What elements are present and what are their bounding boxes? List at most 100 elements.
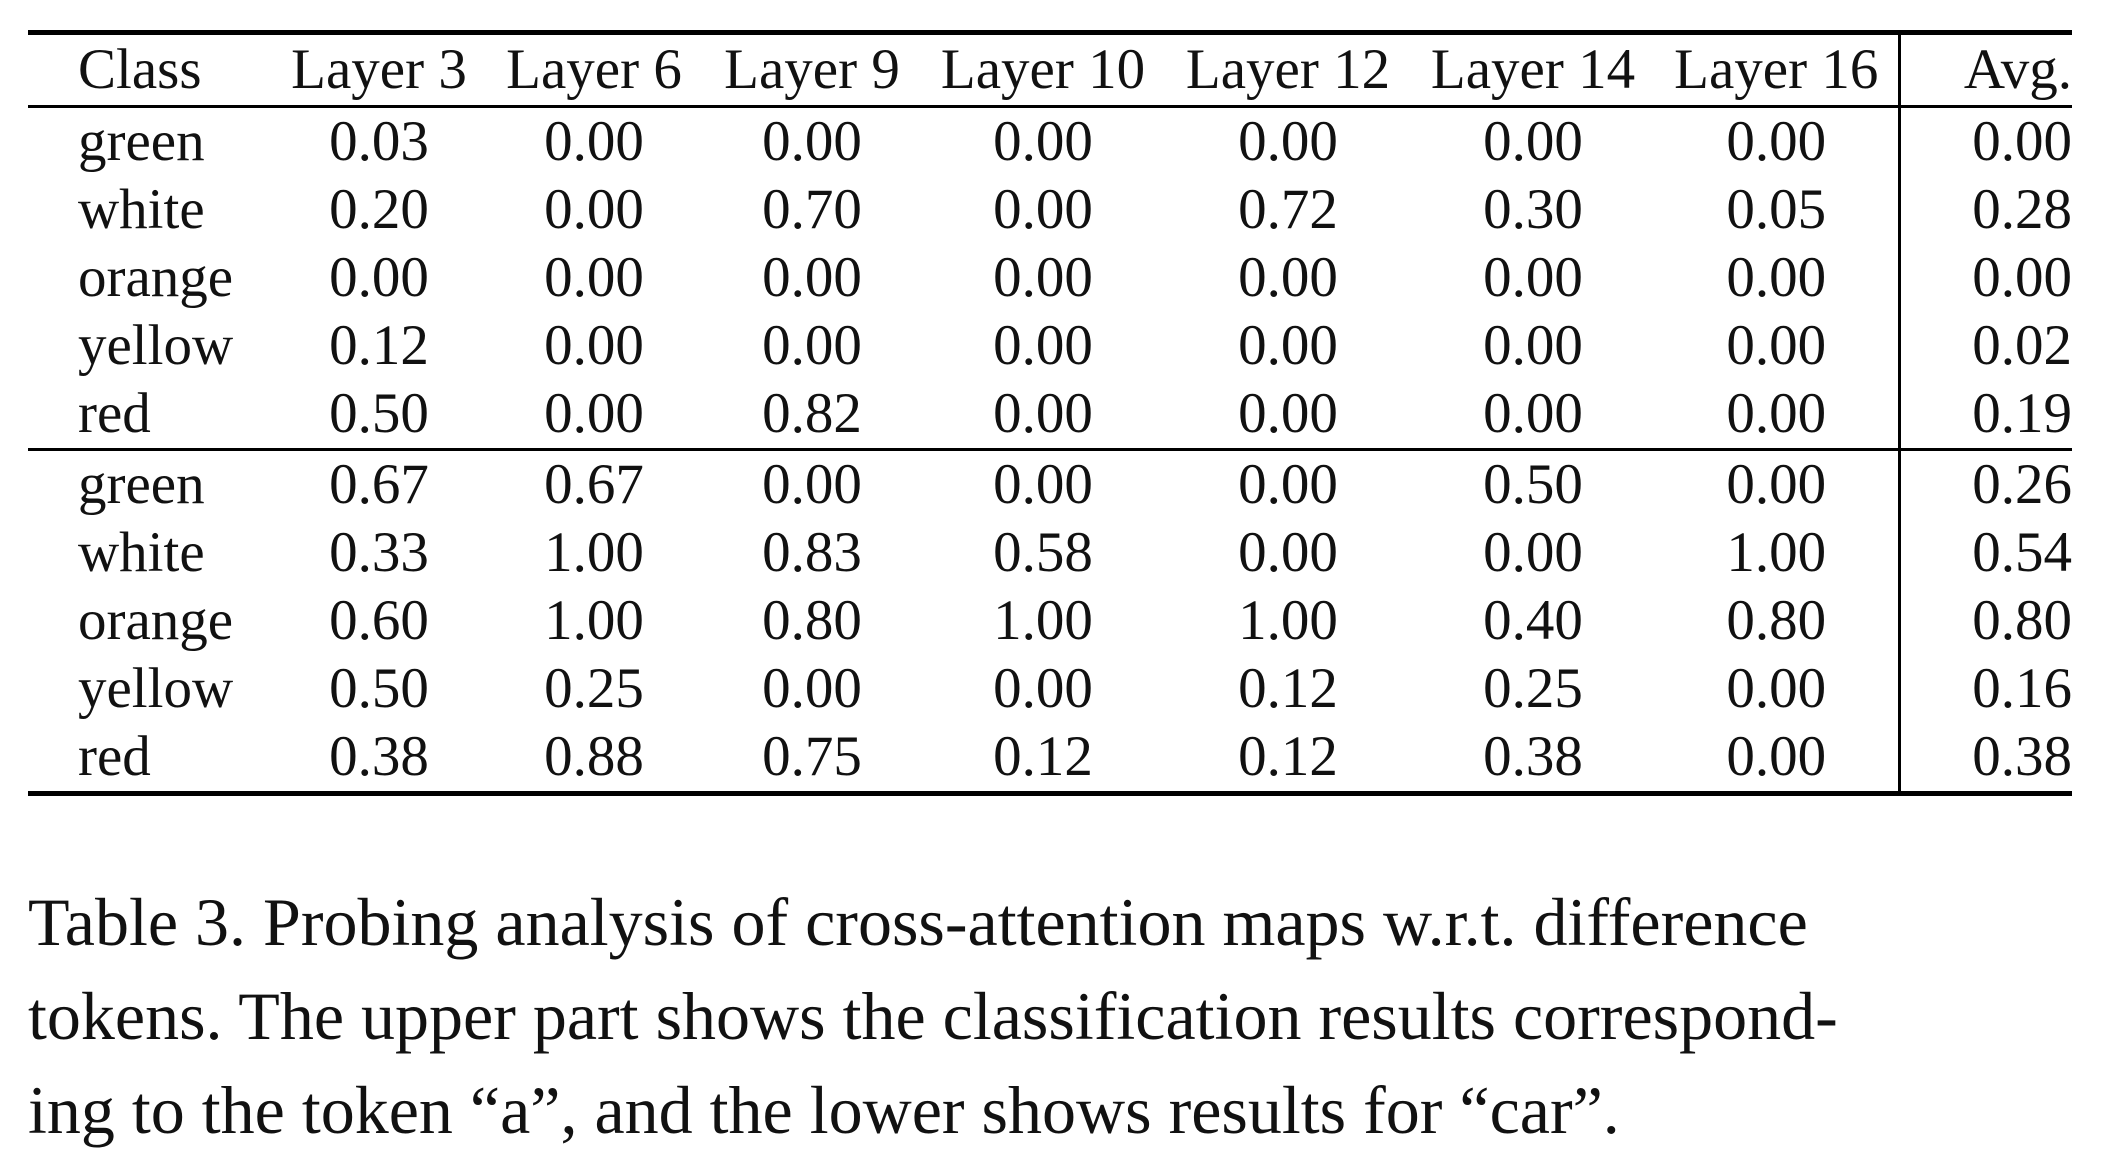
value-cell: 0.00 — [1655, 723, 1899, 796]
table-row: red 0.38 0.88 0.75 0.12 0.12 0.38 0.00 0.38 — [28, 723, 2072, 796]
value-cell: 0.25 — [544, 657, 644, 720]
value-cell: 0.75 — [703, 723, 921, 796]
header-layer-10: Layer 10 — [921, 30, 1165, 108]
avg-cell: 0.02 — [1897, 312, 2072, 380]
value-cell: 0.03 — [329, 110, 429, 173]
table-row: yellow 0.12 0.00 0.00 0.00 0.00 0.00 0.00 0.02 — [28, 312, 2072, 380]
value-cell: 0.12 — [1165, 723, 1411, 796]
avg-cell: 0.00 — [1897, 106, 2072, 176]
value-cell: 0.00 — [1483, 110, 1583, 173]
value-cell: 0.60 — [329, 589, 429, 652]
class-label-cell: orange — [78, 589, 234, 652]
value-cell: 1.00 — [1726, 521, 1827, 584]
value-cell: 0.00 — [544, 314, 644, 377]
value-cell: 0.00 — [762, 110, 862, 173]
value-cell: 0.00 — [1726, 110, 1827, 173]
value-cell: 0.00 — [993, 110, 1093, 173]
value-cell: 0.00 — [762, 657, 862, 720]
value-cell: 0.00 — [921, 448, 1165, 519]
value-cell: 0.25 — [1483, 657, 1583, 720]
avg-cell: 0.80 — [1897, 587, 2072, 655]
value-cell: 0.05 — [1726, 178, 1827, 241]
header-layer-12: Layer 12 — [1165, 30, 1411, 108]
header-layer-16: Layer 16 — [1655, 30, 1899, 108]
class-label-cell: yellow — [78, 657, 234, 720]
value-cell: 0.67 — [273, 448, 485, 519]
class-label-cell: white — [78, 521, 205, 584]
value-cell: 1.00 — [993, 589, 1093, 652]
avg-cell: 0.26 — [1897, 448, 2072, 519]
value-cell: 0.00 — [544, 110, 644, 173]
class-label-cell: red — [78, 382, 151, 445]
value-cell: 0.00 — [1483, 521, 1583, 584]
class-label-cell: orange — [78, 246, 234, 309]
value-cell: 0.20 — [329, 178, 429, 241]
value-cell: 0.00 — [993, 657, 1093, 720]
value-cell: 0.38 — [1411, 723, 1655, 796]
avg-cell: 0.28 — [1897, 176, 2072, 244]
value-cell: 0.00 — [703, 448, 921, 519]
header-layer-6: Layer 6 — [485, 30, 703, 108]
value-cell: 0.00 — [1726, 314, 1827, 377]
value-cell: 0.80 — [1726, 589, 1827, 652]
value-cell: 0.00 — [544, 246, 644, 309]
value-cell: 0.40 — [1483, 589, 1583, 652]
value-cell: 0.30 — [1483, 178, 1583, 241]
table-caption: Table 3. Probing analysis of cross-atten… — [28, 875, 2078, 1157]
avg-cell: 0.54 — [1897, 519, 2072, 587]
value-cell: 0.33 — [329, 521, 429, 584]
value-cell: 0.00 — [993, 178, 1093, 241]
value-cell: 0.00 — [544, 178, 644, 241]
table-row: yellow 0.50 0.25 0.00 0.00 0.12 0.25 0.00 0.16 — [28, 655, 2072, 723]
probing-results-table: Class Layer 3 Layer 6 Layer 9 Layer 10 L… — [28, 30, 2072, 796]
class-label-cell: green — [28, 448, 273, 519]
value-cell: 0.38 — [273, 723, 485, 796]
lower-section-token-car: green 0.67 0.67 0.00 0.00 0.00 0.50 0.00 0.26 whi… — [28, 448, 2072, 796]
value-cell: 0.00 — [1483, 314, 1583, 377]
value-cell: 0.00 — [1726, 657, 1827, 720]
value-cell: 0.83 — [762, 521, 862, 584]
avg-cell: 0.19 — [1897, 380, 2072, 450]
value-cell: 0.00 — [1238, 314, 1338, 377]
value-cell: 0.00 — [544, 382, 644, 445]
value-cell: 0.00 — [1726, 246, 1827, 309]
value-cell: 0.12 — [921, 723, 1165, 796]
class-label-cell: red — [28, 723, 273, 796]
caption-line: ing to the token “a”, and the lower show… — [28, 1072, 1620, 1148]
table-row: white 0.20 0.00 0.70 0.00 0.72 0.30 0.05 0.28 — [28, 176, 2072, 244]
value-cell: 0.70 — [762, 178, 862, 241]
avg-cell: 0.38 — [1897, 723, 2072, 796]
value-cell: 0.00 — [1238, 110, 1338, 173]
value-cell: 0.00 — [1655, 448, 1899, 519]
class-label-cell: yellow — [78, 314, 234, 377]
class-label-cell: green — [78, 110, 205, 173]
table-row: green 0.67 0.67 0.00 0.00 0.00 0.50 0.00 0.26 — [28, 448, 2072, 519]
value-cell: 1.00 — [1238, 589, 1338, 652]
value-cell: 0.00 — [1238, 246, 1338, 309]
value-cell: 0.00 — [1483, 246, 1583, 309]
header-layer-9: Layer 9 — [703, 30, 921, 108]
table-row: white 0.33 1.00 0.83 0.58 0.00 0.00 1.00 0.54 — [28, 519, 2072, 587]
table-row: orange 0.60 1.00 0.80 1.00 1.00 0.40 0.80 0.80 — [28, 587, 2072, 655]
value-cell: 0.00 — [329, 246, 429, 309]
value-cell: 1.00 — [544, 589, 644, 652]
table-row: green 0.03 0.00 0.00 0.00 0.00 0.00 0.00 0.00 — [28, 106, 2072, 176]
value-cell: 0.58 — [993, 521, 1093, 584]
avg-cell: 0.16 — [1897, 655, 2072, 723]
value-cell: 0.00 — [1238, 382, 1338, 445]
header-layer-14: Layer 14 — [1411, 30, 1655, 108]
value-cell: 0.00 — [993, 314, 1093, 377]
value-cell: 0.00 — [1483, 382, 1583, 445]
value-cell: 0.00 — [993, 246, 1093, 309]
value-cell: 0.72 — [1238, 178, 1338, 241]
value-cell: 0.82 — [762, 382, 862, 445]
upper-section-token-a: green 0.03 0.00 0.00 0.00 0.00 0.00 0.00 0.00 whi… — [28, 106, 2072, 450]
value-cell: 0.00 — [1726, 382, 1827, 445]
header-avg: Avg. — [1897, 30, 2072, 108]
value-cell: 0.00 — [1238, 521, 1338, 584]
value-cell: 0.50 — [329, 382, 429, 445]
value-cell: 0.88 — [485, 723, 703, 796]
table-header: Class Layer 3 Layer 6 Layer 9 Layer 10 L… — [28, 30, 2072, 108]
table-row: red 0.50 0.00 0.82 0.00 0.00 0.00 0.00 0.19 — [28, 380, 2072, 450]
value-cell: 0.00 — [993, 382, 1093, 445]
